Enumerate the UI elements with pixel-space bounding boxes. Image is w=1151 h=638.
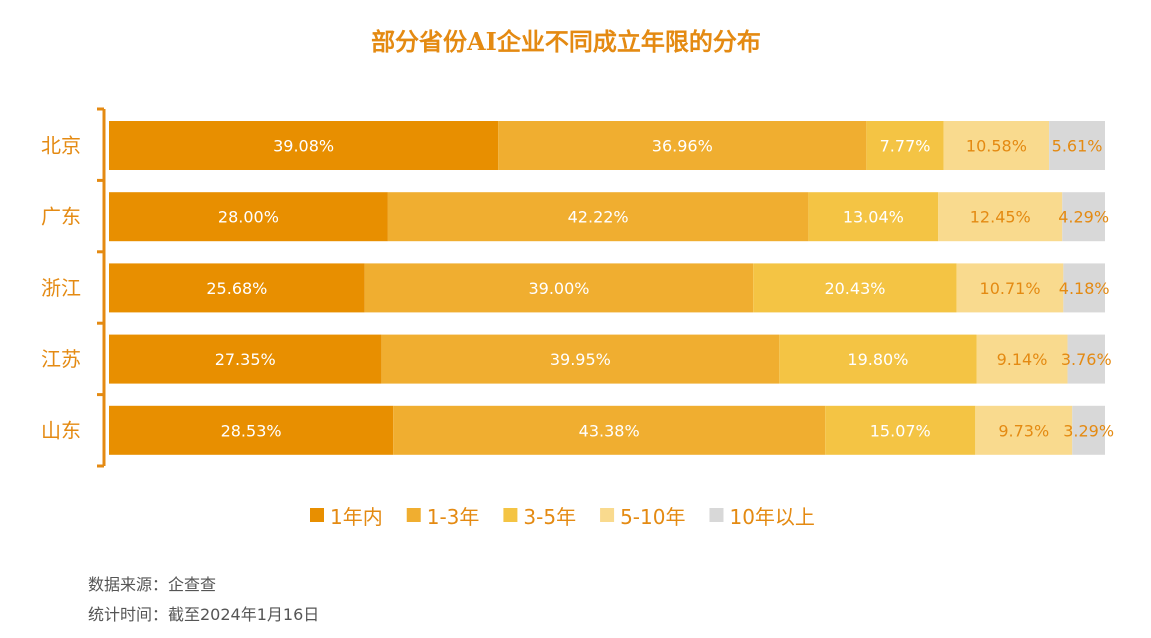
data-label: 3.29%: [1063, 421, 1114, 440]
legend-label: 5-10年: [620, 505, 685, 529]
legend-swatch: [709, 508, 724, 522]
bar-segment: [393, 405, 826, 455]
data-label: 27.35%: [215, 350, 276, 369]
data-label: 5.61%: [1052, 137, 1103, 156]
data-label: 9.14%: [997, 350, 1048, 369]
data-label: 42.22%: [568, 208, 629, 227]
bar-segment: [109, 263, 365, 313]
bar-segment: [976, 334, 1068, 384]
legend-label: 1-3年: [427, 505, 480, 529]
bar-segment: [866, 121, 944, 170]
bar-segment: [753, 263, 957, 313]
data-label: 39.00%: [528, 279, 589, 298]
data-label: 25.68%: [206, 279, 267, 298]
bar-segment: [938, 192, 1063, 242]
data-label: 13.04%: [843, 208, 904, 227]
statistics-date-note: 统计时间：截至2024年1月16日: [88, 605, 320, 624]
data-label: 10.58%: [966, 137, 1027, 156]
legend-label: 10年以上: [729, 505, 814, 529]
data-label: 36.96%: [652, 137, 713, 156]
bars: 39.08% 36.96% 7.77% 10.58% 5.61% 28.00% 42.22%…: [109, 121, 1114, 455]
category-label: 浙江: [41, 276, 81, 300]
bar-segment: [381, 334, 780, 384]
data-label: 4.18%: [1059, 279, 1110, 298]
data-label: 20.43%: [824, 279, 885, 298]
bar-segment: [975, 405, 1073, 455]
legend-swatch: [503, 508, 518, 522]
bar-segment: [1072, 405, 1105, 455]
data-label: 43.38%: [579, 421, 640, 440]
bar-segment: [387, 192, 809, 242]
bar-segment: [956, 263, 1064, 313]
data-label: 28.53%: [221, 421, 282, 440]
data-label: 39.95%: [550, 350, 611, 369]
data-label: 28.00%: [218, 208, 279, 227]
bar-segment: [943, 121, 1050, 170]
category-label: 广东: [41, 205, 81, 229]
data-label: 3.76%: [1061, 350, 1112, 369]
legend: 1年内 1-3年 3-5年 5-10年 10年以上: [310, 505, 815, 529]
bar-segment: [825, 405, 976, 455]
data-label: 7.77%: [880, 137, 931, 156]
category-label: 山东: [41, 418, 81, 442]
bar-segment: [1049, 121, 1105, 170]
bar-segment: [109, 405, 394, 455]
bar-segment: [779, 334, 977, 384]
data-label: 19.80%: [847, 350, 908, 369]
data-source-note: 数据来源：企查查: [88, 575, 217, 594]
data-label: 4.29%: [1058, 208, 1109, 227]
legend-swatch: [310, 508, 324, 522]
bar-segment: [498, 121, 867, 170]
legend-label: 3-5年: [523, 505, 576, 529]
data-label: 9.73%: [998, 421, 1049, 440]
legend-label: 1年内: [330, 505, 383, 529]
data-label: 12.45%: [970, 208, 1031, 227]
bar-segment: [1063, 263, 1105, 313]
bar-segment: [808, 192, 939, 242]
legend-swatch: [600, 508, 615, 522]
data-label: 15.07%: [870, 421, 931, 440]
bar-segment: [109, 334, 382, 384]
bar-segment: [1062, 192, 1105, 242]
category-label: 江苏: [41, 347, 81, 371]
legend-swatch: [406, 508, 421, 522]
bar-segment: [109, 192, 388, 242]
bar-segment: [109, 121, 499, 170]
data-label: 39.08%: [273, 137, 334, 156]
category-label: 北京: [41, 134, 81, 158]
data-label: 10.71%: [980, 279, 1041, 298]
bar-segment: [364, 263, 754, 313]
chart-title: 部分省份AI企业不同成立年限的分布: [371, 27, 761, 56]
bar-segment: [1067, 334, 1105, 384]
